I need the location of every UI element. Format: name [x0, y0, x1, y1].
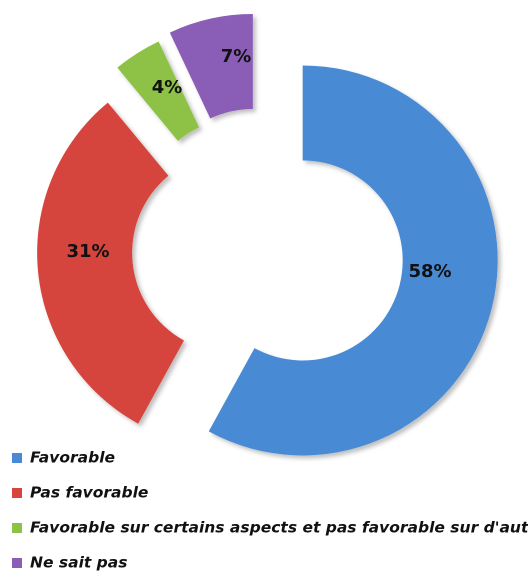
legend-label: Favorable — [30, 449, 115, 467]
legend-swatch — [12, 558, 22, 568]
legend-label: Ne sait pas — [30, 554, 127, 572]
donut-slice — [117, 41, 200, 141]
donut-slice — [169, 14, 253, 119]
donut-slice — [208, 65, 498, 456]
legend-swatch — [12, 523, 22, 533]
data-label: 58% — [408, 261, 451, 282]
donut-slice — [37, 102, 184, 424]
legend-swatch — [12, 453, 22, 463]
data-label: 7% — [221, 46, 252, 67]
donut: 58% 31% 4% 7% — [37, 14, 498, 456]
data-label: 4% — [152, 77, 183, 98]
legend-label: Pas favorable — [30, 484, 148, 502]
legend: Favorable Pas favorable Favorable sur cert… — [12, 449, 528, 572]
data-label: 31% — [66, 241, 109, 262]
legend-swatch — [12, 488, 22, 498]
legend-label: Favorable sur certains aspects et pas fa… — [30, 519, 528, 537]
